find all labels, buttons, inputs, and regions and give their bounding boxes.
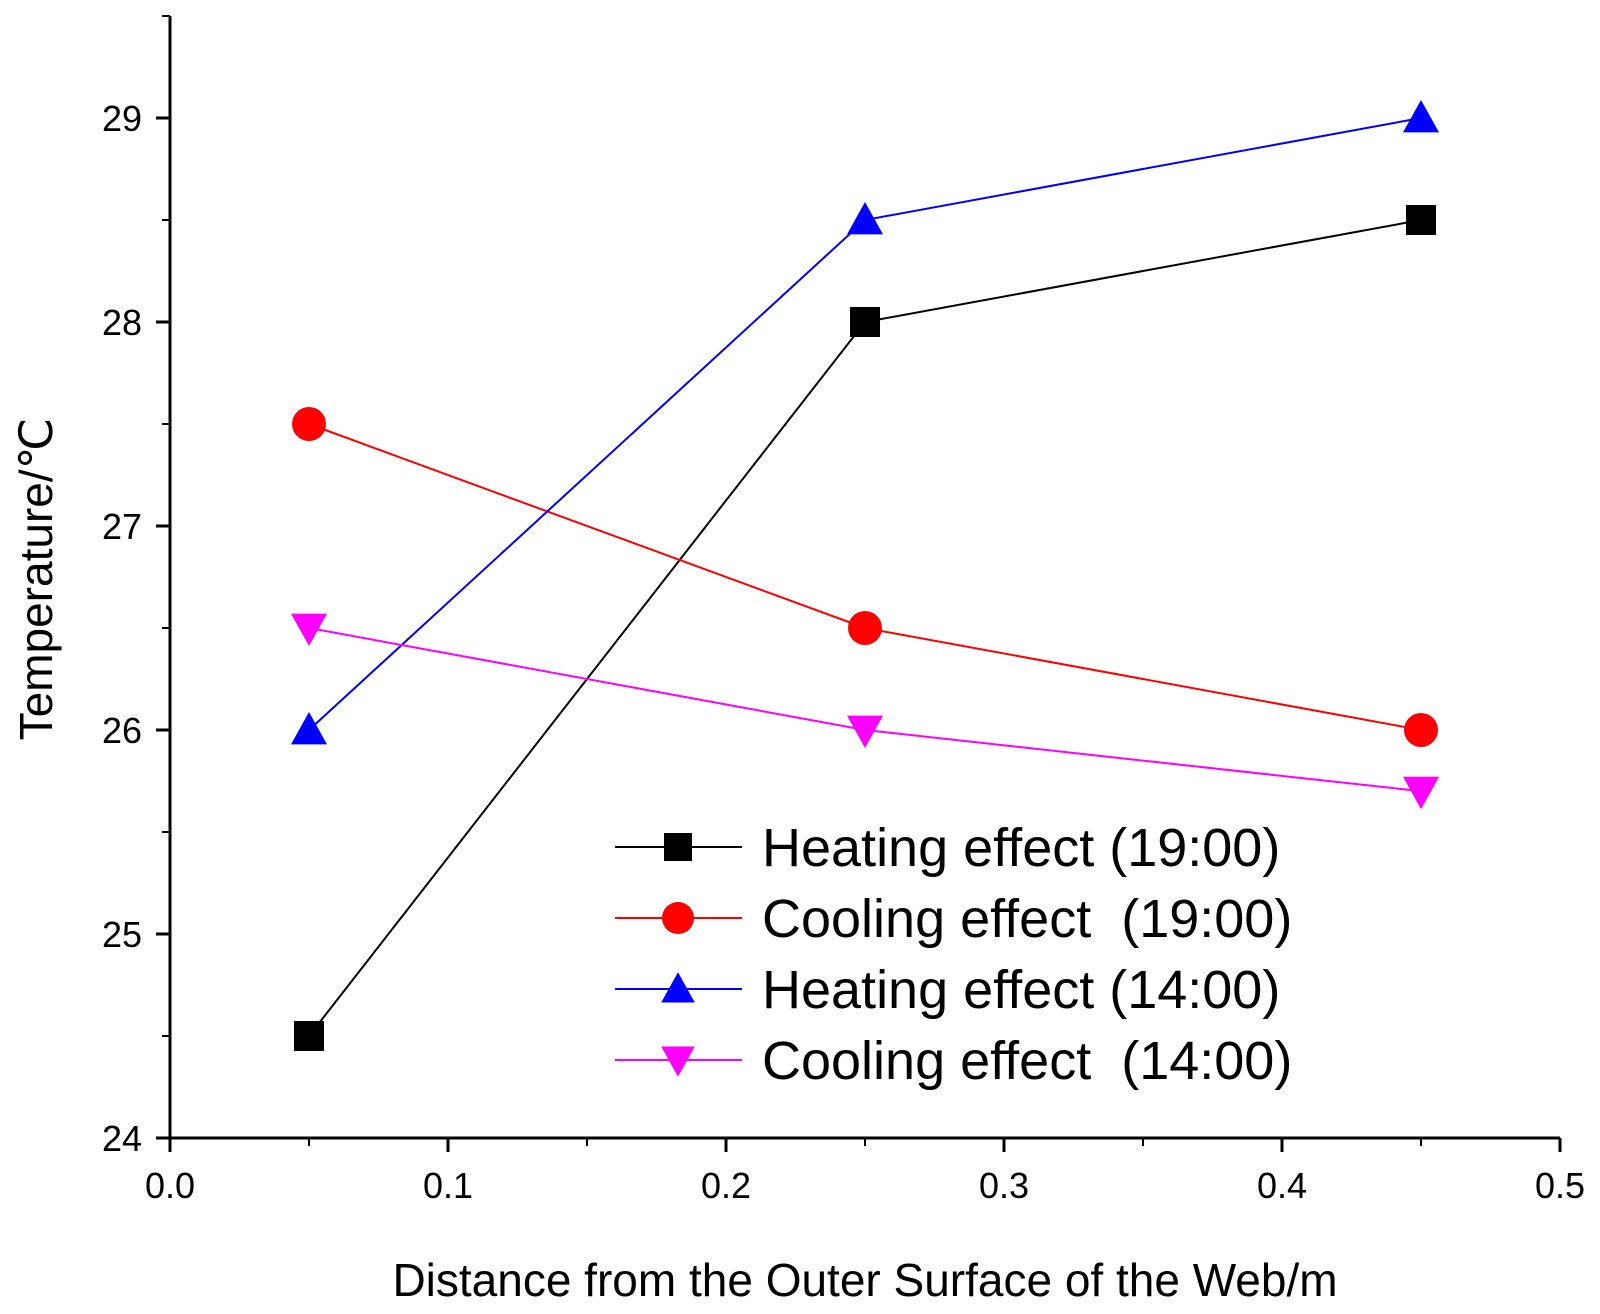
data-point: [291, 613, 327, 646]
data-point: [1406, 205, 1436, 235]
legend-marker: [662, 902, 694, 934]
legend-marker: [661, 1046, 695, 1077]
data-point: [1403, 100, 1439, 133]
x-axis-title: Distance from the Outer Surface of the W…: [392, 1254, 1337, 1306]
x-tick-label: 0.4: [1257, 1165, 1307, 1206]
legend-marker: [661, 972, 695, 1003]
y-tick-label: 26: [102, 710, 142, 751]
legend: Heating effect (19:00) Cooling effect (19…: [615, 818, 1292, 1091]
y-tick-label: 27: [102, 506, 142, 547]
legend-label: Cooling effect (19:00): [762, 889, 1292, 949]
x-tick-label: 0.2: [701, 1165, 751, 1206]
legend-item: Heating effect (14:00): [615, 960, 1280, 1020]
legend-label: Cooling effect (14:00): [762, 1031, 1292, 1091]
y-tick-label: 24: [102, 1118, 142, 1159]
x-tick-label: 0.1: [423, 1165, 473, 1206]
series-markers: [291, 100, 1439, 1051]
legend-label: Heating effect (14:00): [762, 960, 1280, 1020]
x-tick-label: 0.3: [979, 1165, 1029, 1206]
data-point: [847, 202, 883, 235]
legend-item: Cooling effect (14:00): [615, 1031, 1292, 1091]
series-line: [308, 627, 1422, 793]
data-point: [1403, 776, 1439, 810]
x-tick-label: 0.0: [145, 1165, 195, 1206]
ticks: 0.0 0.1 0.2 0.3 0.4 0.5 24 25 26 27 28 29: [102, 15, 1585, 1206]
legend-marker: [664, 833, 692, 861]
legend-label: Heating effect (19:00): [762, 818, 1280, 878]
data-point: [848, 611, 882, 645]
legend-item: Cooling effect (19:00): [615, 889, 1292, 949]
y-tick-label: 29: [102, 98, 142, 139]
y-tick-label: 25: [102, 914, 142, 955]
legend-item: Heating effect (19:00): [615, 818, 1280, 878]
x-tick-label: 0.5: [1535, 1165, 1585, 1206]
data-point: [847, 715, 883, 748]
data-point: [1404, 713, 1438, 747]
y-axis-title: Temperature/℃: [10, 418, 62, 741]
data-point: [292, 407, 326, 441]
data-point: [291, 712, 327, 745]
data-point: [294, 1021, 324, 1051]
y-tick-label: 28: [102, 302, 142, 343]
data-point: [850, 307, 880, 337]
